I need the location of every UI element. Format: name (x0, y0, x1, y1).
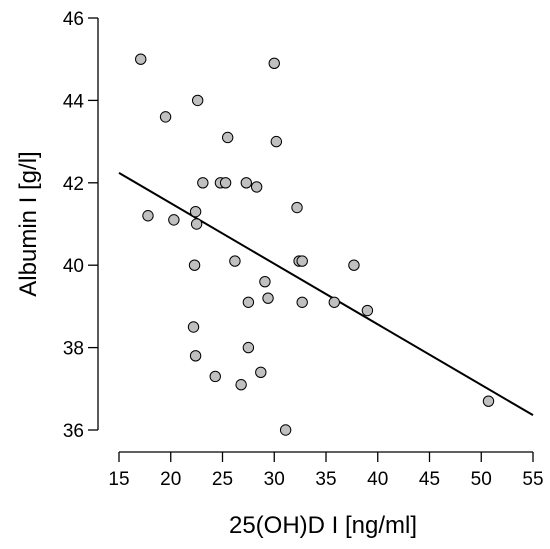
x-tick-label: 55 (522, 469, 543, 490)
data-point (255, 366, 267, 379)
data-point (189, 205, 202, 218)
y-tick-label: 36 (63, 421, 84, 442)
data-point (221, 131, 234, 144)
y-tick-label: 46 (63, 9, 84, 30)
data-point (242, 341, 255, 354)
data-point (250, 181, 263, 193)
x-tick-label: 35 (315, 469, 336, 490)
data-point (270, 135, 283, 148)
data-point (259, 275, 271, 288)
data-point (482, 395, 495, 407)
data-point (191, 94, 204, 107)
data-point (190, 218, 203, 230)
data-point (291, 201, 303, 214)
data-point (268, 57, 280, 70)
x-tick-label: 50 (471, 469, 492, 490)
x-tick-label: 30 (264, 469, 285, 490)
x-tick-label: 15 (108, 469, 129, 490)
data-point (142, 210, 154, 222)
x-tick-label: 20 (160, 469, 181, 490)
data-point (235, 378, 247, 391)
data-point (296, 296, 308, 308)
data-point (229, 255, 241, 267)
data-point (187, 321, 200, 333)
data-point (361, 304, 374, 317)
y-tick-label: 38 (63, 339, 84, 360)
data-point (328, 296, 340, 308)
data-point (240, 177, 253, 189)
data-point (168, 214, 180, 226)
data-point (189, 350, 202, 362)
data-point (197, 177, 209, 189)
data-point (209, 370, 221, 383)
x-tick-label: 40 (367, 469, 388, 490)
data-point (159, 111, 172, 123)
data-point (135, 53, 147, 65)
x-axis-title: 25(OH)D I [ng/ml] (229, 512, 417, 539)
x-tick-label: 45 (419, 469, 440, 490)
data-point (262, 292, 274, 304)
regression-line (118, 172, 534, 417)
x-axis: 15 20 25 30 35 40 45 50 55 (108, 451, 544, 490)
regression-line-group (118, 172, 534, 417)
data-point (296, 255, 308, 267)
y-tick-label: 42 (63, 174, 84, 195)
y-tick-label: 44 (63, 91, 85, 112)
data-point (279, 424, 292, 436)
y-axis: 36 38 40 42 44 46 (63, 9, 99, 442)
x-tick-label: 25 (212, 469, 233, 490)
data-point (348, 259, 360, 271)
y-axis-title: Albumin I [g/l] (15, 151, 42, 296)
data-point (242, 296, 255, 308)
data-point (219, 177, 232, 189)
y-tick-label: 40 (63, 256, 84, 277)
data-point (188, 259, 201, 271)
data-points (135, 53, 495, 436)
